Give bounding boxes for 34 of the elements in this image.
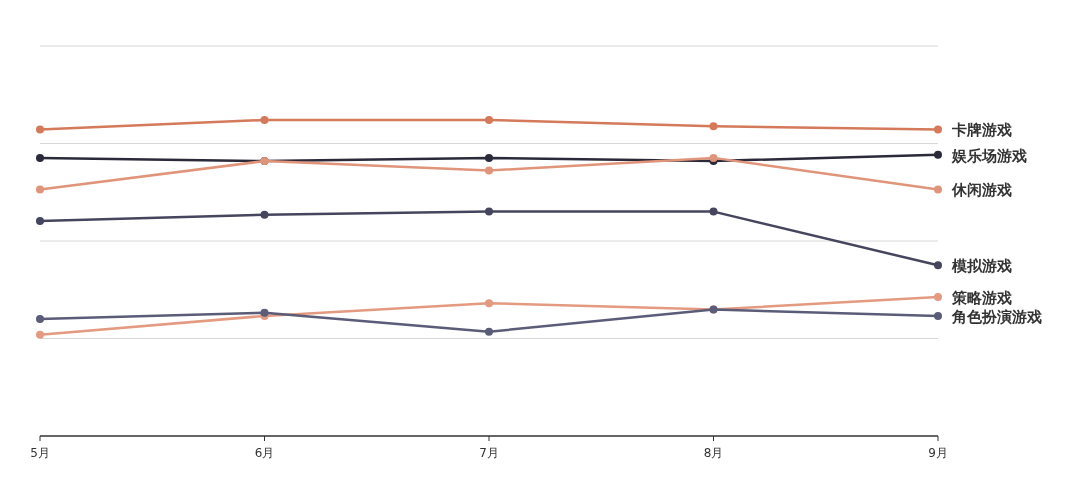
x-tick-label: 9月 [928,446,948,460]
series-label: 角色扮演游戏 [951,307,1042,326]
point [709,153,718,162]
series-label: 卡牌游戏 [951,121,1012,140]
point [260,115,269,124]
point [36,217,44,226]
point [934,185,942,194]
series-label: 休闲游戏 [951,181,1012,200]
point [485,153,493,162]
point [36,185,44,194]
point [485,115,493,124]
point [934,125,942,134]
point [485,166,493,175]
point [934,150,942,159]
point [36,330,44,339]
series-label: 娱乐场游戏 [951,146,1027,165]
series-label: 策略游戏 [951,288,1012,307]
point [709,207,718,216]
x-tick-label: 7月 [479,446,499,460]
point [934,292,942,301]
point [934,311,942,320]
point [485,299,493,308]
x-tick-label: 8月 [703,446,724,460]
x-tick-label: 6月 [254,446,275,460]
point [260,210,269,219]
point [709,122,718,131]
point [36,125,44,134]
point [485,327,493,336]
point [36,315,44,324]
series-label: 模拟游戏 [951,257,1012,276]
x-tick-label: 5月 [30,446,50,460]
point [934,261,942,270]
point [36,153,44,162]
point [485,207,493,216]
